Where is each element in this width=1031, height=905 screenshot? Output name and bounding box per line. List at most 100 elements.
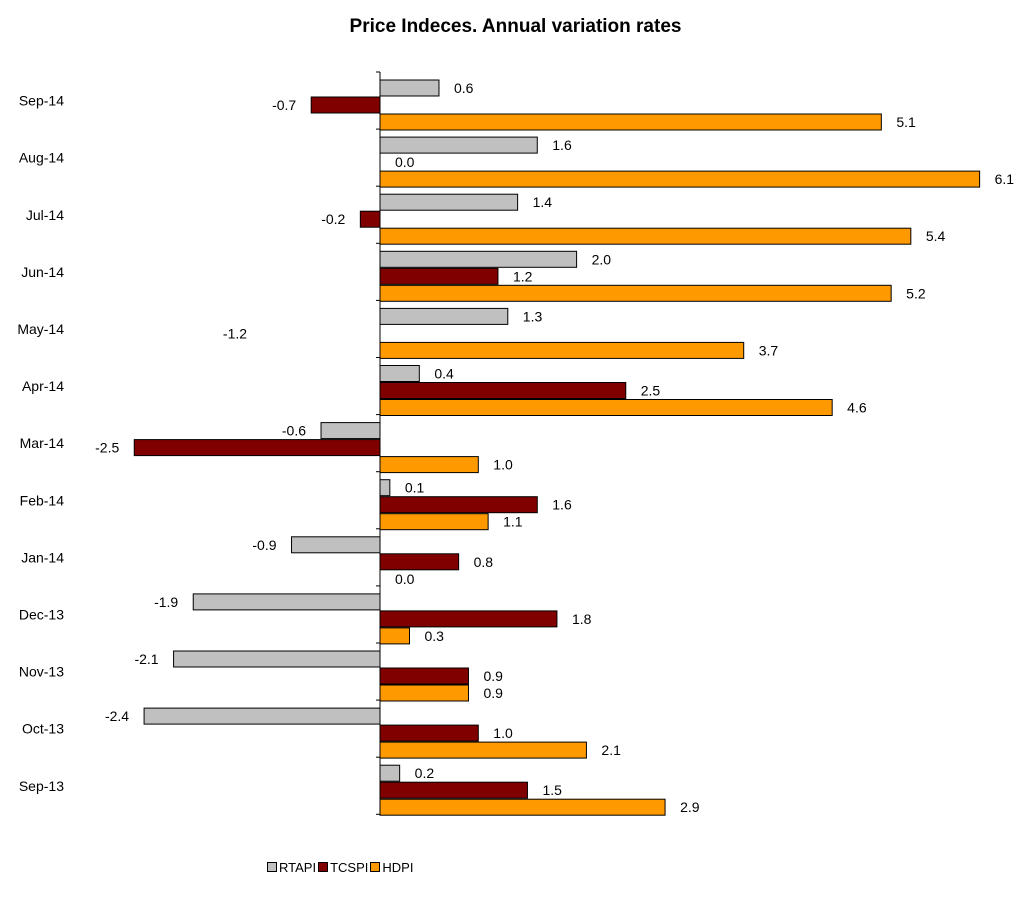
bar-rtapi (193, 594, 380, 610)
bar-hdpi (380, 171, 980, 187)
data-label: 1.4 (533, 194, 553, 210)
data-label: -0.7 (272, 97, 296, 113)
data-label: 0.0 (395, 154, 415, 170)
category-label: Jan-14 (21, 549, 64, 565)
bar-rtapi (144, 708, 380, 724)
category-label: Mar-14 (20, 435, 65, 451)
data-label: 0.1 (405, 480, 425, 496)
category-label: Jul-14 (26, 207, 64, 223)
data-label: 5.1 (896, 114, 916, 130)
data-label: 1.6 (552, 497, 572, 513)
data-label: 1.0 (493, 457, 513, 473)
bar-hdpi (380, 799, 665, 815)
legend-item-rtapi: RTAPI (267, 860, 316, 875)
category-label: Sep-13 (19, 778, 64, 794)
bar-tcspi (380, 268, 498, 284)
data-label: -0.9 (252, 537, 276, 553)
data-label: -1.2 (223, 325, 247, 341)
data-label: 1.6 (552, 137, 572, 153)
data-label: 2.1 (601, 742, 621, 758)
data-label: 1.0 (493, 725, 513, 741)
legend-item-hdpi: HDPI (370, 860, 413, 875)
bar-rtapi (380, 308, 508, 324)
data-label: 2.9 (680, 799, 700, 815)
data-label: 0.9 (483, 668, 503, 684)
data-label: 1.5 (542, 782, 562, 798)
bar-rtapi (321, 423, 380, 439)
bar-hdpi (380, 228, 911, 244)
data-label: 1.3 (523, 308, 543, 324)
legend-swatch (267, 862, 277, 872)
category-label: Apr-14 (22, 378, 64, 394)
category-label: Jun-14 (21, 264, 64, 280)
bar-rtapi (380, 765, 400, 781)
data-label: 0.8 (474, 554, 494, 570)
data-label: 0.6 (454, 80, 474, 96)
bar-hdpi (380, 400, 832, 416)
data-label: 0.0 (395, 571, 415, 587)
legend-item-tcspi: TCSPI (318, 860, 368, 875)
bar-hdpi (380, 457, 478, 473)
bar-tcspi (380, 668, 468, 684)
bar-tcspi (311, 97, 380, 113)
data-label: 3.7 (759, 342, 779, 358)
bars-layer (134, 80, 979, 815)
data-label: 4.6 (847, 400, 867, 416)
legend-label: HDPI (382, 860, 413, 875)
bar-hdpi (380, 514, 488, 530)
bar-tcspi (134, 440, 380, 456)
category-label: May-14 (17, 321, 64, 337)
data-label: 0.3 (424, 628, 444, 644)
bar-tcspi (380, 554, 459, 570)
data-label: 0.2 (415, 765, 435, 781)
legend-label: RTAPI (279, 860, 316, 875)
data-label: 5.2 (906, 285, 926, 301)
bar-hdpi (380, 628, 409, 644)
data-label: -0.2 (321, 211, 345, 227)
bar-rtapi (292, 537, 380, 553)
legend: RTAPI TCSPI HDPI (267, 860, 415, 875)
data-label: 5.4 (926, 228, 946, 244)
data-label: 0.4 (434, 366, 454, 382)
bar-hdpi (380, 285, 891, 301)
bar-rtapi (380, 480, 390, 496)
category-label: Dec-13 (19, 606, 64, 622)
bar-hdpi (380, 685, 468, 701)
data-label: 2.0 (592, 251, 612, 267)
bar-rtapi (380, 137, 537, 153)
data-label: -2.1 (134, 651, 158, 667)
bar-rtapi (380, 80, 439, 96)
data-label: -0.6 (282, 423, 306, 439)
legend-swatch (318, 862, 328, 872)
bar-rtapi (380, 194, 518, 210)
bar-tcspi (380, 782, 527, 798)
bar-tcspi (380, 611, 557, 627)
category-label: Aug-14 (19, 150, 64, 166)
legend-label: TCSPI (330, 860, 368, 875)
bar-rtapi (380, 251, 577, 267)
category-label: Nov-13 (19, 664, 64, 680)
category-label: Feb-14 (20, 492, 65, 508)
bar-hdpi (380, 114, 881, 130)
data-label: 1.1 (503, 514, 523, 530)
data-label: 1.8 (572, 611, 592, 627)
data-label: -2.5 (95, 440, 119, 456)
bar-hdpi (380, 342, 744, 358)
legend-swatch (370, 862, 380, 872)
bar-rtapi (174, 651, 380, 667)
bar-tcspi (360, 211, 380, 227)
category-label: Sep-14 (19, 93, 64, 109)
bar-rtapi (380, 366, 419, 382)
data-label: 1.2 (513, 268, 533, 284)
data-label: -1.9 (154, 594, 178, 610)
data-label: 6.1 (995, 171, 1015, 187)
bar-tcspi (380, 497, 537, 513)
bar-tcspi (380, 383, 626, 399)
data-label: 0.9 (483, 685, 503, 701)
bar-tcspi (380, 725, 478, 741)
bar-hdpi (380, 742, 586, 758)
data-label: 2.5 (641, 383, 661, 399)
category-label: Oct-13 (22, 721, 64, 737)
data-label: -2.4 (105, 708, 129, 724)
